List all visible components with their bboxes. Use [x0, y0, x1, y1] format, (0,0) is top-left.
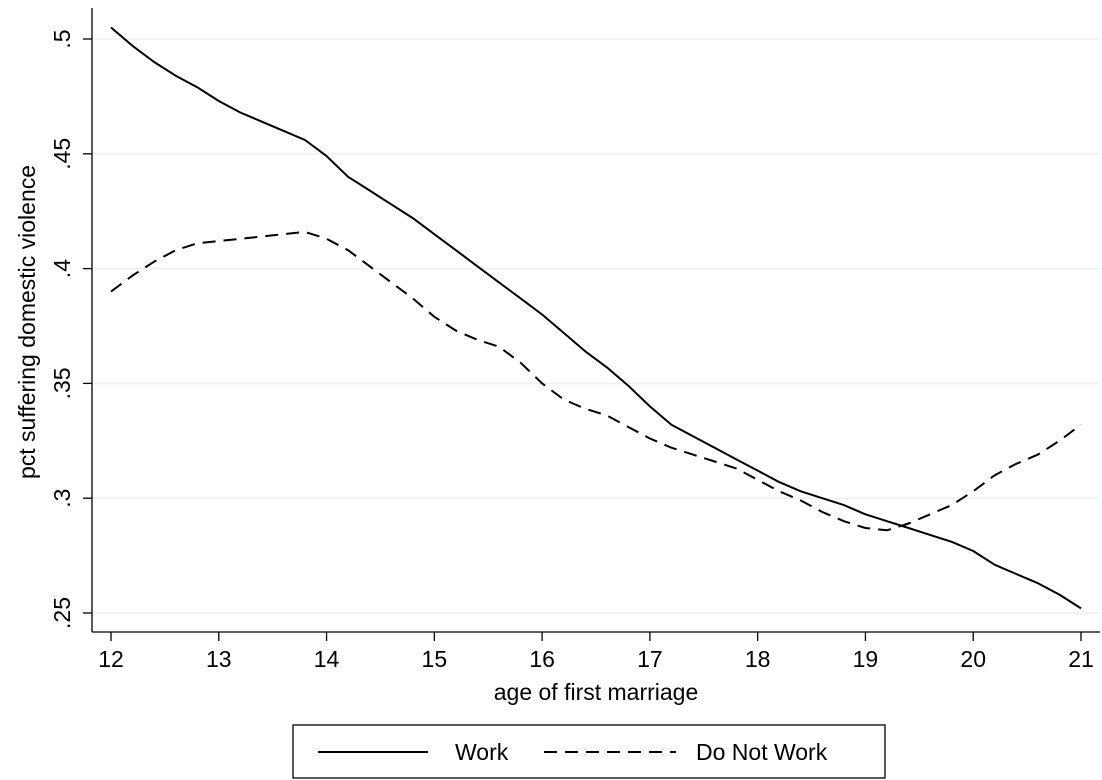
y-tick-label-4: .45: [49, 138, 75, 170]
y-tick-label-2: .35: [49, 367, 75, 399]
axes: [91, 8, 1100, 633]
x-tick-label-3: 15: [422, 646, 448, 672]
x-axis-title: age of first marriage: [494, 679, 699, 705]
x-tick-label-2: 14: [314, 646, 340, 672]
x-tick-label-8: 20: [960, 646, 986, 672]
x-tick-label-6: 18: [745, 646, 771, 672]
series-group: [110, 26, 1082, 610]
y-axis-ticks: .25 .3 .35 .4 .45 .5: [49, 29, 92, 629]
y-tick-label-3: .4: [49, 259, 75, 278]
legend-label-do-not-work: Do Not Work: [696, 739, 828, 765]
x-axis-ticks: 12 13 14 15 16 17 18 19 20 21: [98, 632, 1094, 672]
series-line-do-not-work: [110, 230, 1082, 532]
x-tick-label-9: 21: [1068, 646, 1094, 672]
x-tick-label-7: 19: [853, 646, 879, 672]
x-tick-label-4: 16: [529, 646, 555, 672]
x-tick-label-0: 12: [98, 646, 124, 672]
x-tick-label-1: 13: [206, 646, 232, 672]
y-axis-title: pct suffering domestic violence: [14, 165, 40, 479]
legend-label-work: Work: [455, 739, 509, 765]
y-tick-label-5: .5: [49, 29, 75, 48]
x-tick-label-5: 17: [637, 646, 663, 672]
y-tick-label-1: .3: [49, 489, 75, 508]
y-tick-label-0: .25: [49, 597, 75, 629]
series-line-work: [110, 26, 1082, 610]
legend: Work Do Not Work: [292, 724, 886, 779]
gridlines: [93, 38, 1099, 614]
